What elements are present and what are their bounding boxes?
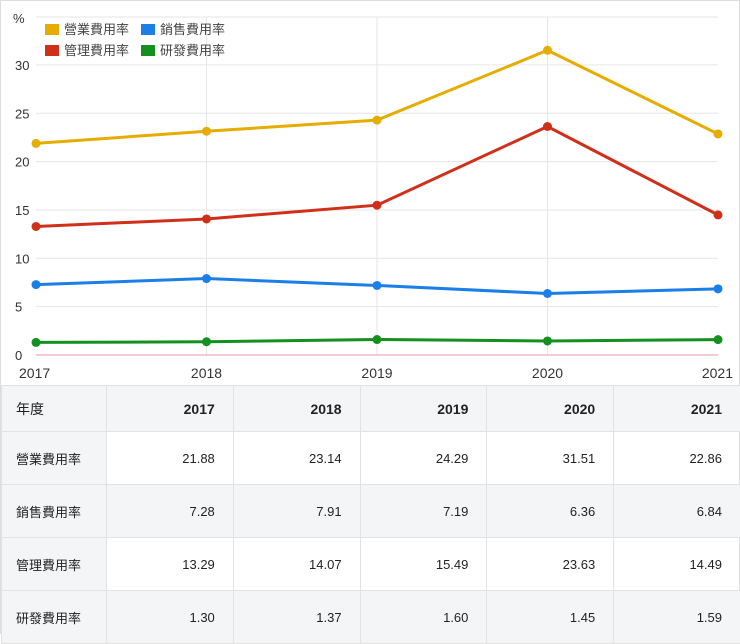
table-cell: 24.29 <box>360 432 487 485</box>
data-point <box>714 335 723 344</box>
table-cell: 23.14 <box>233 432 360 485</box>
header-cell: 2018 <box>233 386 360 432</box>
table-cell: 1.37 <box>233 591 360 644</box>
table-header-row: 年度 2017 2018 2019 2020 2021 <box>2 386 740 432</box>
table-cell: 1.45 <box>487 591 614 644</box>
y-tick-label: 0 <box>15 348 22 363</box>
table-cell: 6.36 <box>487 485 614 538</box>
table-cell: 14.49 <box>614 538 740 591</box>
data-point <box>714 284 723 293</box>
y-tick-label: 10 <box>15 251 29 266</box>
legend-label: 研發費用率 <box>160 43 225 58</box>
y-tick-label: 5 <box>15 300 22 315</box>
table-cell: 1.59 <box>614 591 740 644</box>
table-cell: 7.28 <box>107 485 234 538</box>
table-cell: 21.88 <box>107 432 234 485</box>
x-tick-label: 2021 <box>702 365 733 381</box>
data-point <box>373 281 382 290</box>
legend-swatch <box>141 45 155 56</box>
table-cell: 7.91 <box>233 485 360 538</box>
x-tick-label: 2019 <box>361 365 392 381</box>
data-point <box>202 337 211 346</box>
header-cell: 年度 <box>2 386 107 432</box>
row-label: 銷售費用率 <box>2 485 107 538</box>
data-point <box>32 280 41 289</box>
x-tick-label: 2018 <box>191 365 222 381</box>
table-cell: 31.51 <box>487 432 614 485</box>
table-cell: 6.84 <box>614 485 740 538</box>
data-point <box>714 210 723 219</box>
data-point <box>32 338 41 347</box>
data-point <box>373 335 382 344</box>
table-cell: 7.19 <box>360 485 487 538</box>
header-cell: 2021 <box>614 386 740 432</box>
table-cell: 22.86 <box>614 432 740 485</box>
data-point <box>543 336 552 345</box>
y-tick-label: 20 <box>15 155 29 170</box>
table-cell: 14.07 <box>233 538 360 591</box>
table-cell: 1.60 <box>360 591 487 644</box>
legend-label: 銷售費用率 <box>160 22 225 37</box>
header-cell: 2017 <box>107 386 234 432</box>
data-point <box>543 289 552 298</box>
y-tick-label: 15 <box>15 203 29 218</box>
legend-swatch <box>141 24 155 35</box>
data-point <box>202 127 211 136</box>
y-tick-label: 30 <box>15 58 29 73</box>
table-cell: 15.49 <box>360 538 487 591</box>
y-tick-label: 25 <box>15 106 29 121</box>
data-point <box>714 129 723 138</box>
data-point <box>373 116 382 125</box>
data-point <box>32 222 41 231</box>
header-cell: 2020 <box>487 386 614 432</box>
row-label: 研發費用率 <box>2 591 107 644</box>
data-point <box>543 122 552 131</box>
legend-label: 營業費用率 <box>64 22 129 37</box>
line-chart: 0 5 10 15 20 25 30% 2017 2018 2019 2020 2021 營業費用率 銷售… <box>1 1 740 385</box>
data-point <box>373 201 382 210</box>
header-cell: 2019 <box>360 386 487 432</box>
row-label: 管理費用率 <box>2 538 107 591</box>
legend-label: 管理費用率 <box>64 43 129 58</box>
data-point <box>543 46 552 55</box>
data-point <box>32 139 41 148</box>
y-axis-label: % <box>13 11 25 26</box>
table-cell: 1.30 <box>107 591 234 644</box>
table-cell: 13.29 <box>107 538 234 591</box>
table-cell: 23.63 <box>487 538 614 591</box>
x-tick-label: 2017 <box>19 365 50 381</box>
row-label: 營業費用率 <box>2 432 107 485</box>
data-point <box>202 274 211 283</box>
data-point <box>202 214 211 223</box>
x-tick-label: 2020 <box>532 365 563 381</box>
legend-swatch <box>45 24 59 35</box>
legend-swatch <box>45 45 59 56</box>
